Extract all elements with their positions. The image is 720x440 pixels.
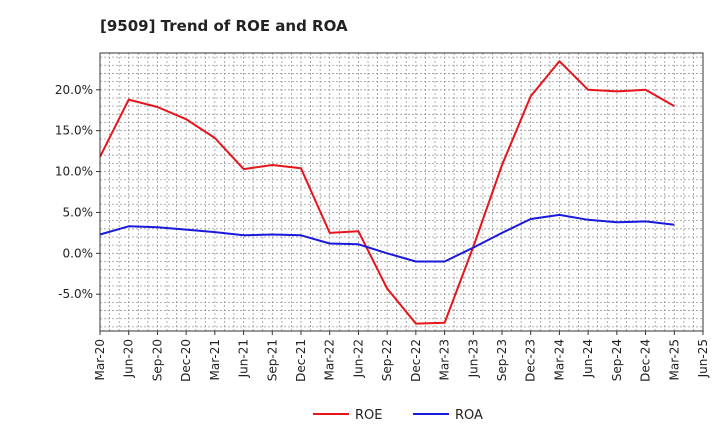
x-tick-label: Dec-23 bbox=[524, 339, 538, 382]
x-tick-label: Mar-22 bbox=[323, 339, 337, 380]
x-tick-label: Dec-24 bbox=[639, 339, 653, 382]
x-tick-label: Dec-21 bbox=[294, 339, 308, 382]
legend: ROE ROA bbox=[313, 408, 483, 423]
x-tick-label: Jun-22 bbox=[351, 339, 365, 378]
y-tick-label: 5.0% bbox=[63, 205, 94, 219]
x-tick-label: Sep-22 bbox=[380, 339, 394, 381]
y-tick-label: 0.0% bbox=[63, 246, 94, 260]
x-tick-label: Jun-23 bbox=[466, 339, 480, 378]
y-tick-label: 10.0% bbox=[55, 165, 93, 179]
x-tick-label: Mar-25 bbox=[667, 339, 681, 380]
x-tick-label: Mar-21 bbox=[208, 339, 222, 380]
series-line-roe bbox=[99, 60, 675, 325]
x-tick-label: Mar-24 bbox=[552, 339, 566, 380]
x-tick-label: Jun-20 bbox=[122, 339, 136, 378]
series-lines bbox=[99, 60, 675, 325]
x-tick-label: Mar-23 bbox=[438, 339, 452, 380]
x-tick-label: Sep-20 bbox=[150, 339, 164, 381]
chart-title: [9509] Trend of ROE and ROA bbox=[100, 17, 348, 35]
x-tick-label: Sep-24 bbox=[610, 339, 624, 381]
x-tick-label: Jun-21 bbox=[237, 339, 251, 378]
legend-label-roa: ROA bbox=[455, 408, 483, 423]
x-tick-label: Sep-21 bbox=[265, 339, 279, 381]
y-axis-ticks: -5.0% 0.0% 5.0% 10.0% 15.0% 20.0% bbox=[55, 83, 100, 301]
y-tick-label: 15.0% bbox=[55, 124, 93, 138]
x-tick-label: Mar-20 bbox=[93, 339, 107, 380]
y-tick-label: -5.0% bbox=[58, 287, 93, 301]
x-tick-label: Sep-23 bbox=[495, 339, 509, 381]
legend-label-roe: ROE bbox=[355, 408, 382, 423]
x-tick-label: Jun-25 bbox=[696, 339, 710, 378]
plot-area-frame bbox=[99, 52, 704, 332]
x-tick-label: Dec-22 bbox=[409, 339, 423, 382]
x-tick-label: Dec-20 bbox=[179, 339, 193, 382]
x-tick-label: Jun-24 bbox=[581, 339, 595, 378]
series-line-roa bbox=[99, 213, 675, 263]
grid-lines bbox=[100, 53, 703, 331]
x-axis-ticks: Mar-20 Jun-20 Sep-20 Dec-20 Mar-21 Jun-21 Sep-… bbox=[93, 331, 710, 382]
y-tick-label: 20.0% bbox=[55, 83, 93, 97]
